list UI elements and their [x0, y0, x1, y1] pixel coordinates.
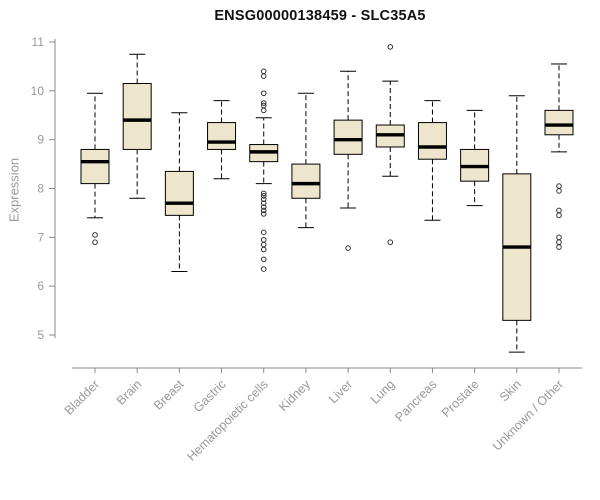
- iqr-box: [80, 148, 110, 185]
- outlier-point: [260, 90, 267, 97]
- chart-title: ENSG00000138459 - SLC35A5: [214, 8, 426, 24]
- x-axis-category-label: Breast: [151, 377, 187, 413]
- box-gastric: [207, 100, 237, 180]
- outlier-point: [260, 246, 267, 253]
- x-axis-category-label: Bladder: [62, 377, 102, 417]
- outlier-point: [260, 196, 267, 203]
- outlier-point: [345, 245, 351, 251]
- box-pancreas: [417, 100, 447, 221]
- outlier-point: [260, 256, 267, 263]
- box-breast: [164, 112, 194, 273]
- outlier-point: [556, 183, 562, 189]
- outlier-point: [260, 200, 267, 206]
- outlier-point: [92, 232, 98, 238]
- outlier-point: [260, 73, 267, 79]
- x-axis-category-label: Kidney: [276, 377, 313, 414]
- outlier-point: [260, 107, 267, 114]
- iqr-box: [417, 122, 447, 160]
- outlier-point: [260, 229, 267, 236]
- iqr-box: [207, 122, 237, 150]
- y-axis-tick-label: 6: [37, 279, 44, 293]
- x-axis-category-label: Skin: [497, 377, 524, 404]
- outlier-point: [556, 212, 562, 219]
- iqr-box: [291, 163, 321, 199]
- box-liver: [333, 70, 363, 251]
- box-lung: [375, 44, 405, 246]
- outlier-point: [260, 193, 267, 199]
- outlier-point: [260, 236, 267, 243]
- outlier-point: [387, 44, 394, 50]
- outlier-point: [556, 239, 562, 246]
- x-axis-category-label: Gastric: [191, 377, 229, 415]
- x-axis-category-label: Prostate: [439, 377, 482, 420]
- outlier-point: [260, 207, 267, 214]
- box-prostate: [460, 109, 490, 207]
- outlier-point: [260, 190, 267, 197]
- iqr-box: [544, 109, 574, 136]
- x-axis-category-label: Hematopoietic cells: [184, 377, 271, 464]
- box-skin: [502, 95, 532, 353]
- y-axis-tick-label: 9: [37, 133, 44, 147]
- box-kidney: [291, 92, 321, 229]
- y-axis-tick-label: 11: [32, 35, 45, 49]
- iqr-box: [122, 83, 152, 150]
- outlier-point: [260, 266, 267, 272]
- iqr-box: [164, 170, 194, 216]
- box-brain: [122, 53, 152, 199]
- box-hematopoietic-cells: [249, 68, 279, 272]
- outlier-point: [260, 204, 267, 210]
- x-axis-category-label: Liver: [326, 377, 355, 406]
- outlier-point: [260, 68, 267, 75]
- outlier-point: [556, 207, 562, 214]
- outlier-point: [556, 244, 562, 250]
- y-axis-tick-label: 10: [31, 84, 45, 98]
- x-axis-category-label: Brain: [114, 377, 145, 408]
- outlier-point: [556, 234, 562, 241]
- outlier-point: [92, 239, 98, 246]
- x-axis-category-label: Pancreas: [392, 377, 439, 424]
- outlier-point: [260, 100, 267, 106]
- box-unknown-other: [544, 63, 574, 250]
- outlier-point: [387, 239, 394, 246]
- box-bladder: [80, 92, 110, 246]
- y-axis-tick-label: 8: [37, 182, 44, 196]
- iqr-box: [333, 119, 363, 155]
- y-axis-tick-label: 5: [37, 328, 44, 342]
- y-axis-tick-label: 7: [37, 230, 44, 244]
- outlier-point: [556, 188, 562, 194]
- outlier-point: [260, 241, 267, 248]
- x-axis-category-label: Lung: [368, 377, 398, 407]
- outlier-point: [260, 211, 267, 217]
